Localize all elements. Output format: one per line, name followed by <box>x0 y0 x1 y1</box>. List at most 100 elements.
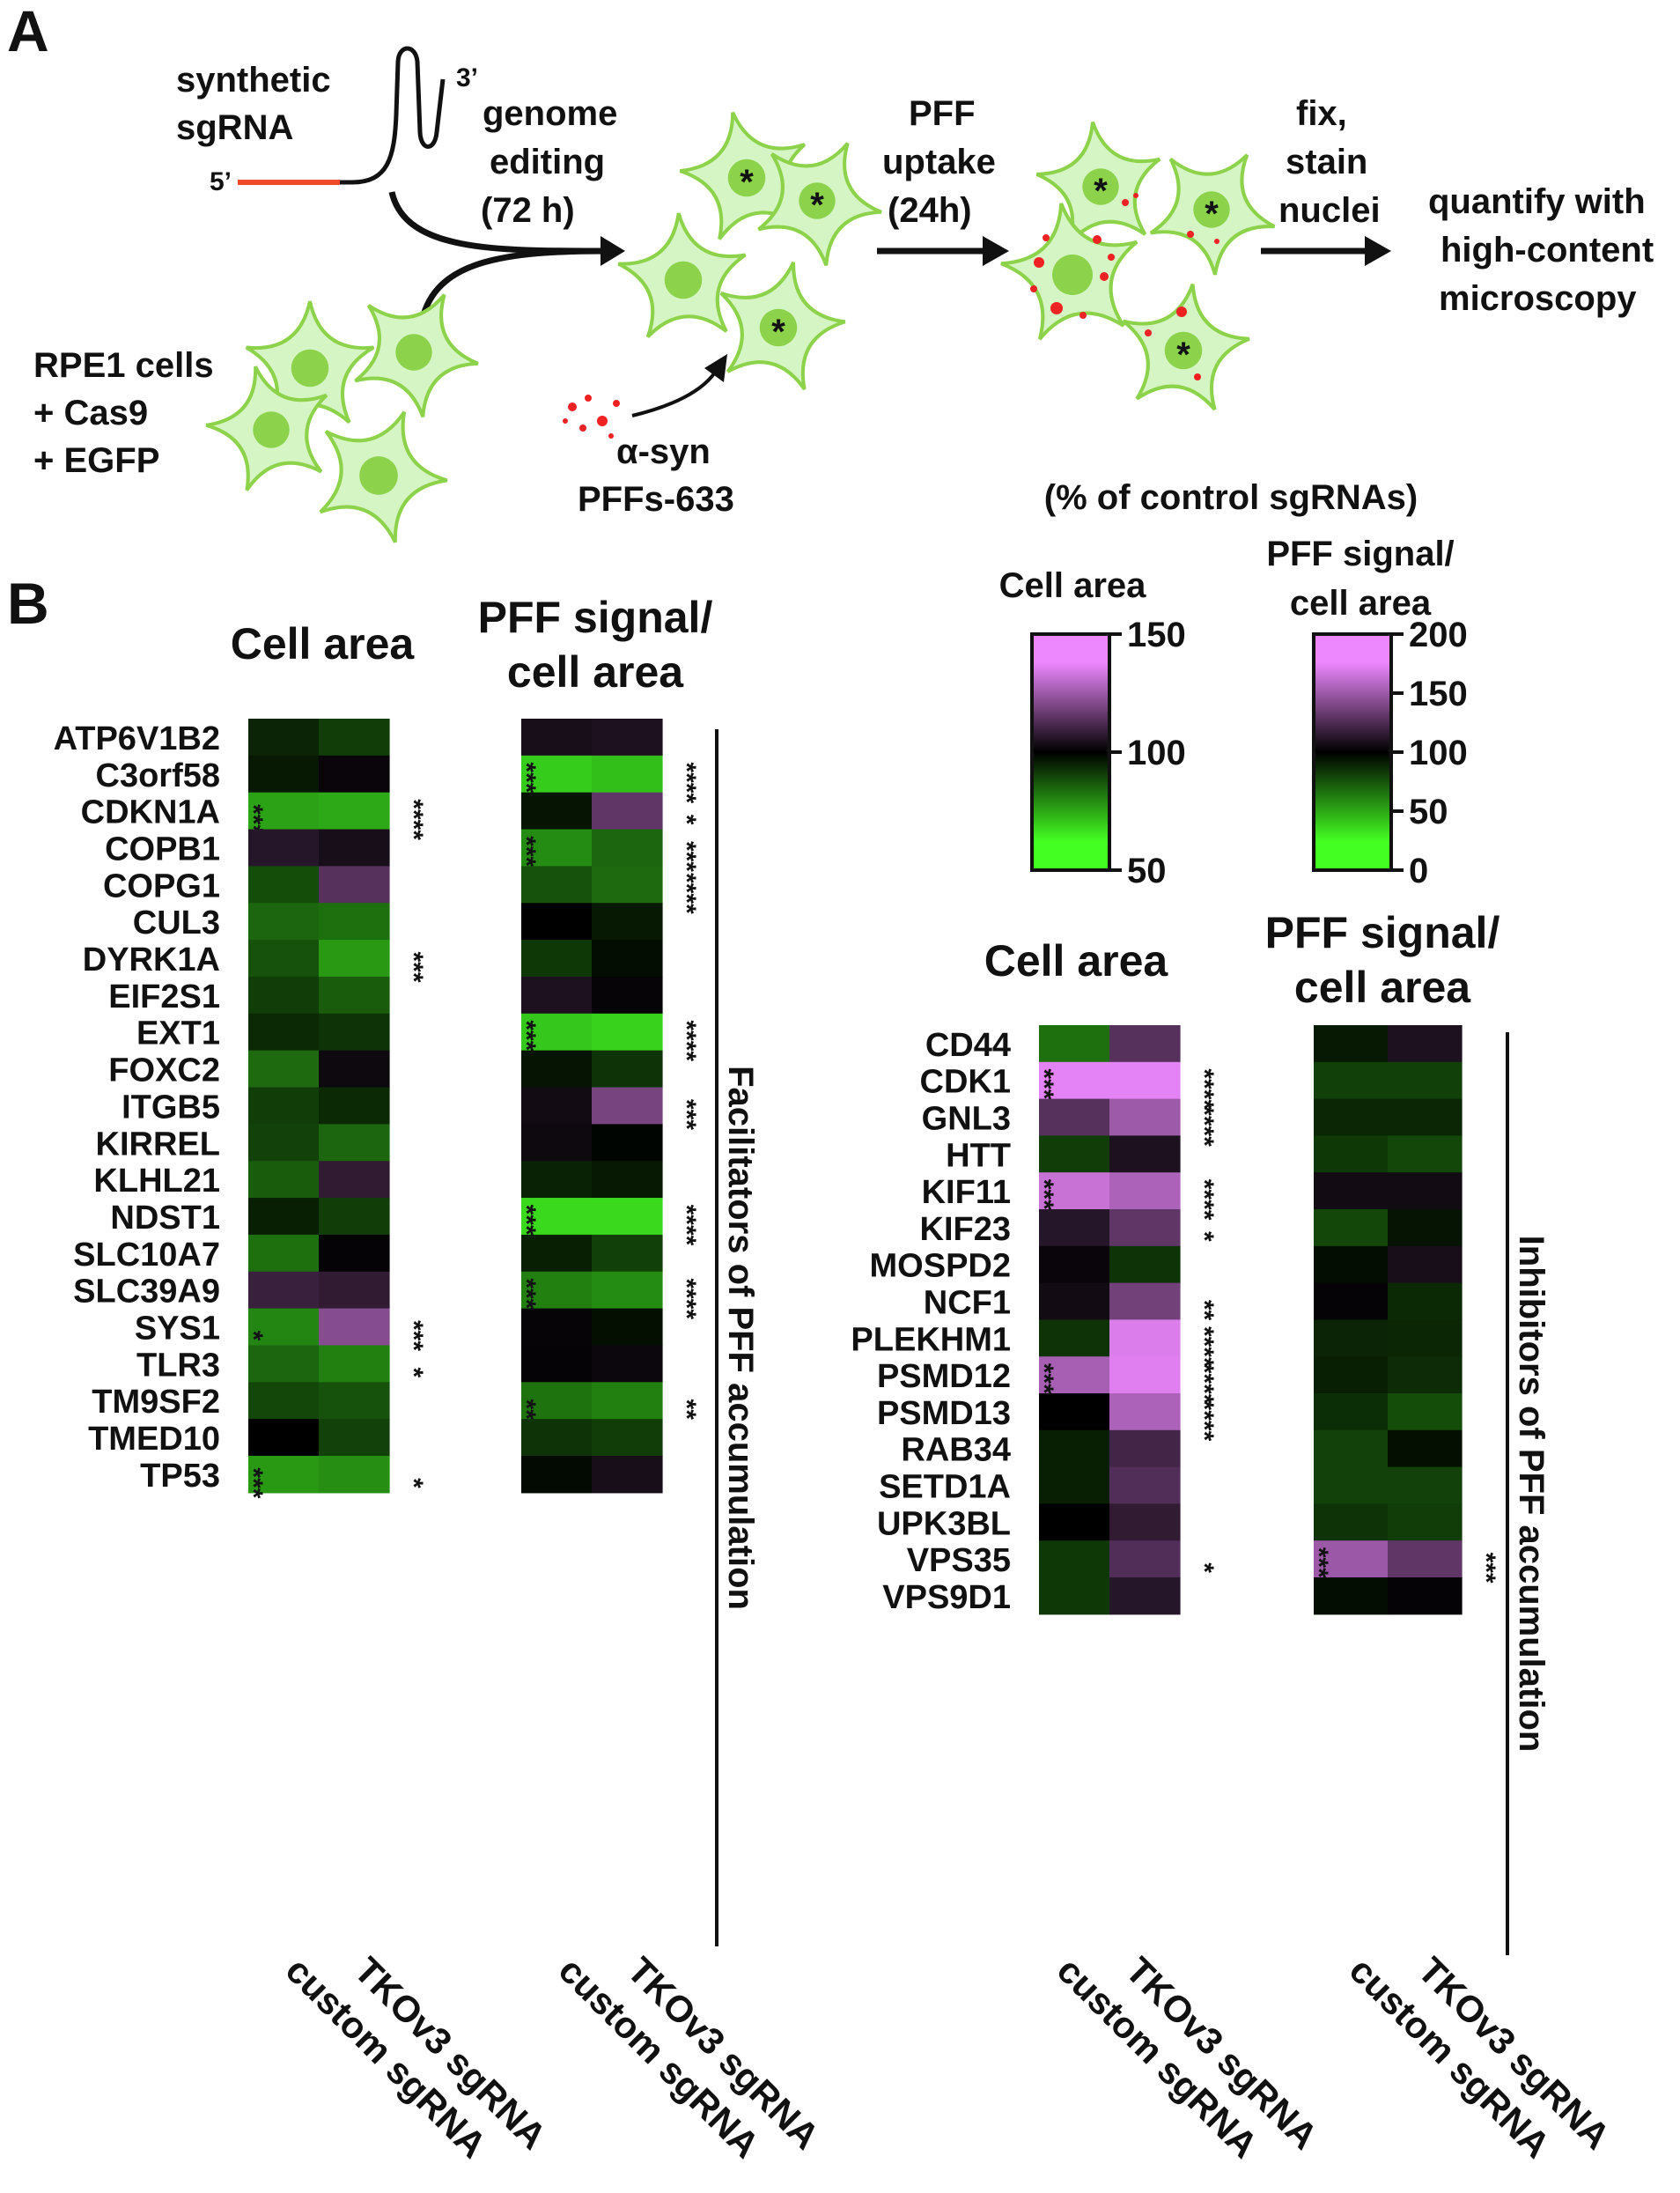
gene-label: ITGB5 <box>122 1089 220 1126</box>
panel-a: A synthetic sgRNA 5’ 3’ genome editing (… <box>7 0 1654 543</box>
step-editing-line-2: editing <box>490 143 605 181</box>
heatmap-cell <box>319 1456 390 1494</box>
heatmap-cell <box>1039 1172 1110 1210</box>
gene-label: CDK1 <box>920 1064 1011 1101</box>
significance-mark: **** <box>1190 1105 1219 1147</box>
heatmap-cell <box>592 719 663 757</box>
heatmap-cell <box>248 1234 320 1273</box>
heatmap-cell <box>1314 1356 1389 1394</box>
gene-label: HTT <box>946 1137 1011 1174</box>
sgrna-label-line-2: sgRNA <box>176 108 293 147</box>
significance-mark: **** <box>1190 1068 1219 1110</box>
pff-particles <box>563 395 620 439</box>
heatmap-cell <box>1039 1061 1110 1100</box>
significance-mark: * <box>1190 1562 1219 1573</box>
cell-illustration: * <box>1122 284 1250 411</box>
heatmap-cell <box>1109 1503 1181 1541</box>
heatmap-cell <box>319 1124 390 1162</box>
gene-label: MOSPD2 <box>870 1248 1011 1285</box>
pff-dot <box>1145 329 1152 336</box>
heatmap-cell <box>1109 1061 1181 1100</box>
heatmap-cell <box>521 903 593 941</box>
heatmap-cell <box>1388 1245 1463 1284</box>
heatmap-cell <box>521 1013 593 1052</box>
heatmap-cell <box>248 719 320 757</box>
heatmap-cell <box>248 1382 320 1420</box>
pff-dot <box>1176 306 1187 317</box>
heatmap-cell <box>1039 1429 1110 1468</box>
heatmap-cell <box>592 829 663 867</box>
legend-tick-label: 200 <box>1409 616 1468 654</box>
gene-label: KLHL21 <box>93 1163 220 1200</box>
heatmap-cell <box>248 1271 320 1310</box>
heatmap-cell <box>319 755 390 794</box>
gene-label: GNL3 <box>922 1101 1011 1138</box>
heatmap-cell <box>592 903 663 941</box>
cell-illustration: * <box>1149 153 1276 276</box>
heatmap-cell <box>1388 1466 1463 1504</box>
inhibitors-pff-title-line-1: PFF signal/ <box>1265 908 1500 957</box>
heatmap-cell <box>319 1419 390 1457</box>
heatmap-cell <box>1314 1503 1389 1541</box>
step-quantify-line-1: quantify with <box>1428 182 1646 221</box>
nucleus <box>1164 331 1203 370</box>
heatmap-cell <box>319 1234 390 1273</box>
heatmap-cell <box>1388 1135 1463 1173</box>
heatmap-cell <box>1109 1135 1181 1173</box>
heatmap-cell <box>592 1345 663 1383</box>
heatmap-cell <box>592 1308 663 1347</box>
gene-label: RAB34 <box>901 1432 1011 1469</box>
step-fix-line-3: nuclei <box>1278 191 1381 230</box>
significance-mark: **** <box>672 1278 701 1319</box>
heatmap-cell <box>521 1308 593 1347</box>
heatmap-cell <box>1314 1245 1389 1284</box>
cells-line-2: + Cas9 <box>33 394 148 432</box>
heatmap-cell <box>1388 1282 1463 1320</box>
gene-label: SYS1 <box>135 1311 220 1348</box>
heatmap-cell <box>521 1087 593 1125</box>
column-labels: custom sgRNA TKOv3 sgRNA custom sgRNA TK… <box>278 1949 1618 2166</box>
heatmaps: ATP6V1B2C3orf58CDKN1ACOPB1COPG1CUL3DYRK1… <box>54 719 1500 1616</box>
heatmap-cell <box>1314 1172 1389 1210</box>
heatmap-cell <box>1314 1577 1389 1615</box>
inhibitors-pff-title-line-2: cell area <box>1294 963 1471 1012</box>
cell-illustration <box>617 212 747 338</box>
heatmap-cell <box>248 792 320 831</box>
significance-mark: ** <box>672 1399 701 1421</box>
nucleus <box>253 411 290 448</box>
significance-mark: **** <box>1190 1400 1219 1442</box>
gene-label: NDST1 <box>110 1200 220 1237</box>
heatmap-cell <box>1109 1540 1181 1578</box>
legend-tick-label: 100 <box>1409 734 1468 772</box>
heatmap-cell <box>592 792 663 831</box>
step-quantify-line-2: high-content <box>1441 231 1654 270</box>
nucleus <box>395 334 432 371</box>
significance-mark: **** <box>672 873 701 914</box>
heatmap-cell <box>319 976 390 1015</box>
heatmap-cell <box>1109 1577 1181 1615</box>
step-uptake-line-3: (24h) <box>888 191 972 230</box>
step-editing-line-1: genome <box>483 94 617 133</box>
significance-mark: **** <box>1190 1363 1219 1405</box>
nucleus <box>1052 255 1093 295</box>
gene-label: COPG1 <box>103 868 220 905</box>
heatmap-cell <box>592 755 663 794</box>
nucleus <box>1082 168 1119 205</box>
heatmap-cell <box>248 1161 320 1199</box>
nucleus <box>799 182 836 219</box>
heatmap-cell <box>248 1087 320 1125</box>
heatmap-cell <box>1314 1319 1389 1357</box>
heatmap-group-inhibitors: CD44CDK1GNL3HTTKIF11KIF23MOSPD2NCF1PLEKH… <box>851 1025 1500 1616</box>
heatmap-cell <box>592 976 663 1015</box>
gene-label: C3orf58 <box>96 757 221 794</box>
significance-mark: *** <box>239 1467 268 1498</box>
heatmap-cell <box>592 1161 663 1199</box>
significance-mark: ** <box>512 1399 541 1421</box>
heatmap-cell <box>319 1345 390 1383</box>
significance-mark: * <box>672 815 701 825</box>
legend-pff-label-line-2: cell area <box>1290 584 1432 623</box>
knockout-marker: * <box>1176 336 1190 374</box>
pff-dot <box>1079 312 1087 319</box>
heatmap-cell <box>592 1234 663 1273</box>
heatmap-cell <box>1388 1429 1463 1468</box>
